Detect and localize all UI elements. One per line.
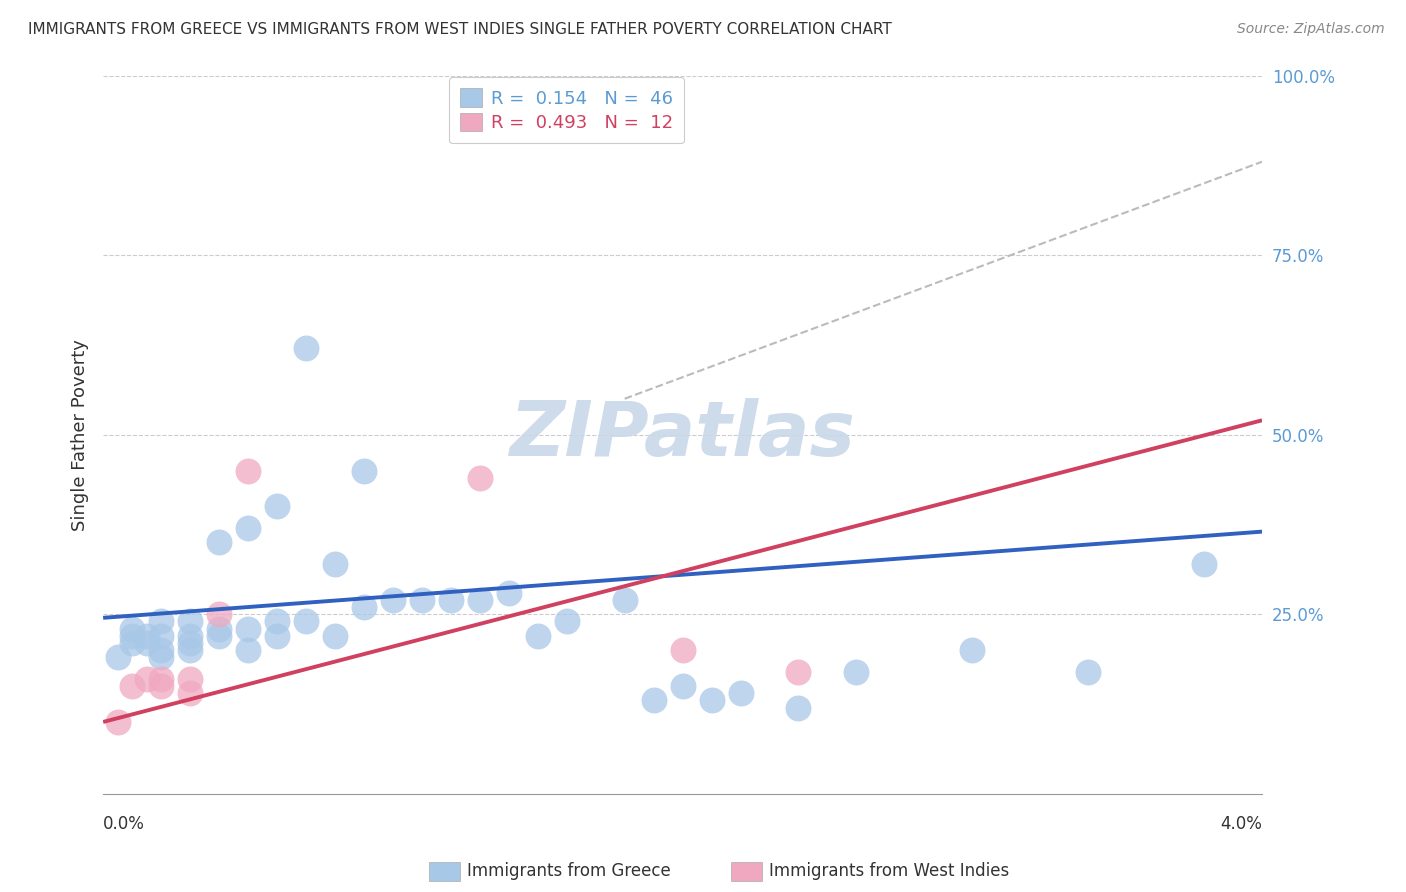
Point [353, 600, 375, 615]
Point [643, 693, 665, 707]
Point [135, 636, 157, 650]
Point [266, 615, 288, 629]
Point [150, 643, 173, 657]
Point [208, 535, 231, 549]
Point [323, 557, 346, 571]
Point [236, 521, 259, 535]
Point [845, 665, 868, 679]
Text: 0.0%: 0.0% [103, 815, 145, 833]
Point [121, 636, 143, 650]
Point [150, 672, 173, 686]
Point [107, 650, 129, 665]
Text: 4.0%: 4.0% [1220, 815, 1263, 833]
Point [179, 643, 201, 657]
Point [150, 650, 173, 665]
Point [266, 629, 288, 643]
Text: Immigrants from Greece: Immigrants from Greece [467, 863, 671, 880]
Point [121, 679, 143, 693]
Point [295, 615, 318, 629]
Point [135, 629, 157, 643]
Point [266, 500, 288, 514]
Point [468, 471, 491, 485]
Point [555, 615, 578, 629]
Point [381, 592, 404, 607]
Point [208, 607, 231, 622]
Point [236, 464, 259, 478]
Point [150, 615, 173, 629]
Point [700, 693, 723, 707]
Point [121, 629, 143, 643]
Point [671, 643, 693, 657]
Point [135, 672, 157, 686]
Text: ZIPatlas: ZIPatlas [509, 398, 856, 472]
Point [1077, 665, 1099, 679]
Point [179, 629, 201, 643]
Point [150, 679, 173, 693]
Text: IMMIGRANTS FROM GREECE VS IMMIGRANTS FROM WEST INDIES SINGLE FATHER POVERTY CORR: IMMIGRANTS FROM GREECE VS IMMIGRANTS FRO… [28, 22, 891, 37]
Point [787, 665, 810, 679]
Point [208, 629, 231, 643]
Point [526, 629, 548, 643]
Point [962, 643, 984, 657]
Point [323, 629, 346, 643]
Point [150, 629, 173, 643]
Point [440, 592, 463, 607]
Point [295, 342, 318, 356]
Point [468, 592, 491, 607]
Y-axis label: Single Father Poverty: Single Father Poverty [72, 339, 89, 531]
Legend: R =  0.154   N =  46, R =  0.493   N =  12: R = 0.154 N = 46, R = 0.493 N = 12 [450, 78, 683, 143]
Point [179, 672, 201, 686]
Point [179, 615, 201, 629]
Point [236, 622, 259, 636]
Point [498, 585, 520, 599]
Point [121, 622, 143, 636]
Point [787, 700, 810, 714]
Point [730, 686, 752, 700]
Point [179, 636, 201, 650]
Point [208, 622, 231, 636]
Point [179, 686, 201, 700]
Point [411, 592, 433, 607]
Point [353, 464, 375, 478]
Point [236, 643, 259, 657]
Point [1192, 557, 1215, 571]
Point [671, 679, 693, 693]
Text: Immigrants from West Indies: Immigrants from West Indies [769, 863, 1010, 880]
Point [613, 592, 636, 607]
Point [107, 714, 129, 729]
Text: Source: ZipAtlas.com: Source: ZipAtlas.com [1237, 22, 1385, 37]
